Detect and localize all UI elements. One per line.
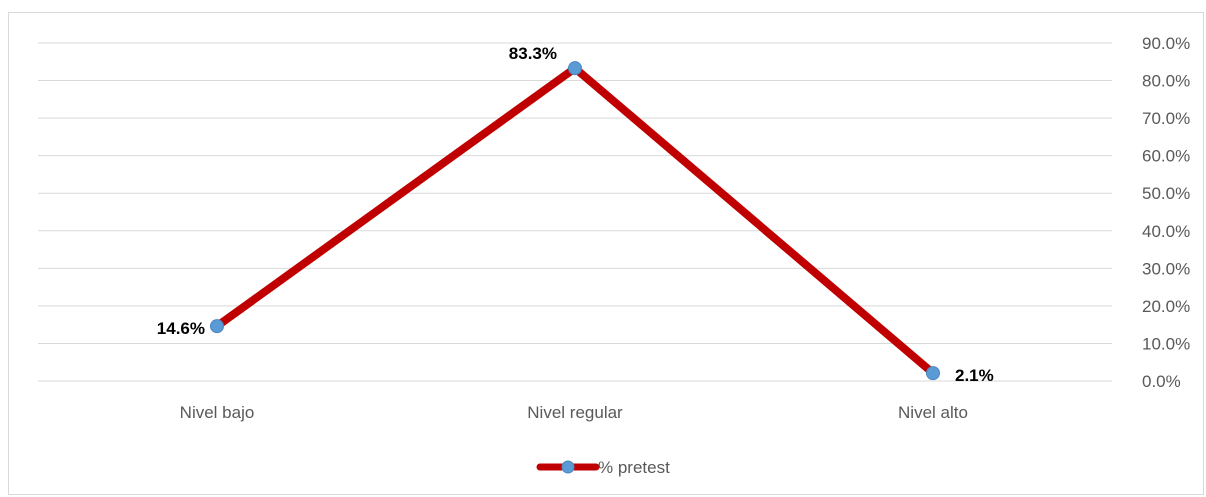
x-category-label: Nivel alto [898,403,968,422]
y-tick-label: 60.0% [1142,147,1190,166]
y-tick-label: 70.0% [1142,109,1190,128]
y-tick-label: 50.0% [1142,184,1190,203]
y-tick-label: 80.0% [1142,72,1190,91]
data-point-marker [926,366,940,381]
x-axis-categories: Nivel bajo Nivel regular Nivel alto [180,403,968,422]
data-point-marker [568,61,582,76]
series-line [214,63,936,377]
data-point-marker [210,319,224,334]
y-tick-label: 20.0% [1142,297,1190,316]
y-axis-ticks: 0.0% 10.0% 20.0% 30.0% 40.0% 50.0% 60.0% 70.0% 8… [1142,34,1190,391]
legend: % pretest [536,458,670,477]
gridlines [38,42,1112,382]
legend-marker-swatch [561,460,575,474]
data-label: 14.6% [157,319,205,338]
y-tick-label: 30.0% [1142,259,1190,278]
y-tick-label: 90.0% [1142,34,1190,53]
legend-label: % pretest [598,458,670,477]
data-label: 2.1% [955,366,994,385]
y-tick-label: 10.0% [1142,334,1190,353]
y-tick-label: 0.0% [1142,372,1181,391]
y-tick-label: 40.0% [1142,222,1190,241]
series-pretest: 14.6% 83.3% 2.1% [157,44,994,385]
data-label: 83.3% [509,44,557,63]
x-category-label: Nivel regular [527,403,623,422]
x-category-label: Nivel bajo [180,403,255,422]
